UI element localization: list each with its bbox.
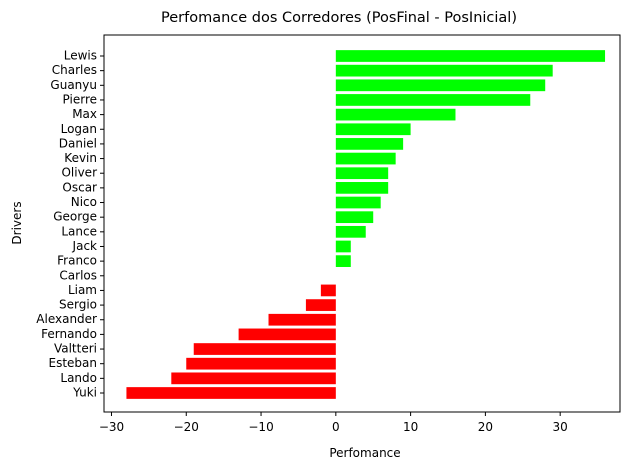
y-tick-label: Jack [72,239,97,253]
x-tick-label: −20 [174,420,199,434]
bar-guanyu [335,79,546,92]
bar-nico [335,196,381,209]
x-tick-label: 0 [332,420,340,434]
y-tick-label: Carlos [59,268,97,282]
bar-sergio [305,299,336,311]
bar-george [335,211,374,224]
x-ticks-group: −30 −20 −10 0 10 20 30 [99,412,568,434]
bar-franco [335,255,351,267]
plot-frame [103,34,621,413]
bar-charles [335,64,553,77]
bar-oscar [335,182,389,194]
bar-lance [335,225,366,238]
x-tick-label: 20 [478,420,493,434]
x-tick-label: 10 [403,420,418,434]
bar-daniel [335,138,404,150]
x-tick-label: −10 [248,420,273,434]
bar-esteban [186,357,336,370]
x-axis-label: Perfomance [329,446,400,460]
y-tick-label: Oliver [61,166,97,180]
bars-group [126,50,606,399]
y-tick-label: Alexander [36,312,97,326]
bar-kevin [335,152,396,165]
y-tick-label: Liam [68,283,97,297]
y-tick-label: Nico [71,195,97,209]
y-tick-label: Lance [61,224,97,238]
y-tick-label: Oscar [62,180,97,194]
y-tick-label: Lewis [64,49,97,63]
bar-pierre [335,94,531,106]
bar-liam [320,284,336,297]
bar-fernando [238,328,336,341]
bar-lewis [335,50,606,62]
chart-title: Perfomance dos Corredores (PosFinal - Po… [161,10,517,26]
y-tick-label: Guanyu [50,78,97,92]
y-tick-label: Pierre [63,92,97,106]
bar-jack [335,240,351,253]
bar-logan [335,123,411,136]
bar-lando [171,372,336,385]
y-tick-label: Franco [57,254,97,268]
bar-max [335,108,456,121]
bar-valtteri [193,343,336,355]
y-tick-label: Kevin [64,151,97,165]
bar-yuki [126,387,336,399]
x-tick-label: 30 [553,420,568,434]
y-tick-label: Logan [61,122,97,136]
y-tick-label: George [53,210,97,224]
bar-oliver [335,167,389,180]
y-tick-label: Sergio [59,298,97,312]
y-tick-label: Daniel [59,136,97,150]
y-tick-label: Valtteri [54,342,97,356]
y-tick-label: Yuki [72,386,97,400]
y-axis-label: Drivers [10,201,24,244]
bar-alexander [268,313,336,326]
y-tick-label: Charles [52,63,97,77]
y-tick-label: Max [72,107,97,121]
x-tick-label: −30 [99,420,124,434]
y-tick-label: Fernando [41,327,97,341]
y-tick-label: Lando [60,371,97,385]
y-ticks-group: LewisCharlesGuanyuPierreMaxLoganDanielKe… [36,49,104,400]
y-tick-label: Esteban [49,356,98,370]
